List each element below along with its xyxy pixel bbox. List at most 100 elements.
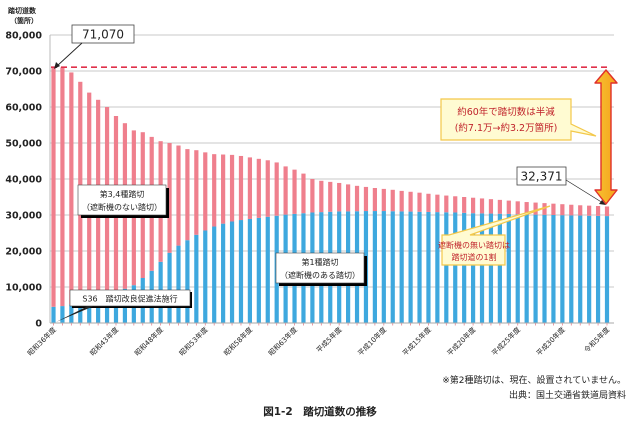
series-label-type34: 第3,4種踏切 （遮断機のない踏切） — [77, 184, 169, 218]
bar-type34 — [399, 190, 404, 212]
bar-type34 — [587, 205, 592, 216]
bar-type34 — [354, 185, 360, 212]
bar-type34 — [203, 152, 208, 231]
bar-type1 — [470, 213, 476, 323]
bar-type1 — [256, 217, 261, 323]
bar-type1 — [515, 214, 520, 323]
bar-type1 — [96, 296, 101, 323]
bar-type1 — [506, 213, 511, 323]
y-tick-label: 0 — [35, 319, 42, 330]
bar-type1 — [453, 212, 458, 323]
start-value-box — [71, 24, 135, 44]
footnote: ※第2種踏切は、現在、設置されていません。 — [442, 376, 626, 386]
start-value-pointer — [56, 42, 83, 67]
bar-type1 — [408, 211, 413, 323]
bar-type1 — [587, 215, 592, 323]
callout-unguarded: 遮断機の無い踏切は 踏切道の1割 — [438, 205, 551, 266]
end-value-callout: 32,371 — [516, 166, 606, 205]
bar-type1 — [426, 211, 431, 323]
bar-type34 — [274, 162, 279, 216]
bar-type1 — [417, 211, 422, 323]
bar-type1 — [87, 299, 92, 323]
bar-type1 — [372, 211, 377, 323]
x-tick-label: 昭和36年度 — [25, 325, 57, 357]
law-note-pointer — [56, 306, 94, 322]
series-label-type34-box — [77, 184, 167, 216]
x-tick-label: 昭和53年度 — [177, 325, 209, 357]
x-tick-label: 昭和48年度 — [133, 325, 165, 357]
y-tick-label: 80,000 — [5, 31, 42, 42]
bar-type1 — [462, 212, 467, 323]
x-tick-label: 平成30年度 — [534, 325, 566, 357]
bar-type1 — [488, 213, 494, 323]
end-value-box — [516, 166, 567, 186]
start-value-callout: 71,070 — [54, 24, 135, 69]
series-label-type1-line1: 第1種踏切 — [301, 257, 338, 267]
series-label-type1: 第1種踏切 （遮断機のある踏切） — [275, 252, 367, 286]
bar-type34 — [462, 197, 467, 213]
x-tick-label: 平成5年度 — [314, 325, 343, 354]
bar-type1 — [390, 211, 395, 323]
bar-type1 — [551, 215, 556, 323]
x-tick-label: 平成10年度 — [356, 325, 388, 357]
callout-halved: 約60年で踏切数は半減 (約7.1万→約3.2万箇所) — [440, 98, 597, 141]
bar-type34 — [488, 199, 494, 214]
bar-type1 — [212, 226, 217, 323]
bar-type34 — [238, 155, 244, 221]
bar-type1 — [381, 211, 386, 323]
callout-unguarded-line1: 遮断機の無い踏切は — [438, 240, 510, 250]
bar-type1 — [524, 214, 529, 323]
callout-halved-line1: 約60年で踏切数は半減 — [457, 106, 555, 118]
bar-type34 — [444, 195, 449, 213]
end-value-arrowhead — [599, 200, 606, 205]
double-arrow-icon — [594, 69, 618, 205]
bar-type1 — [399, 211, 404, 323]
bar-type1 — [479, 213, 485, 323]
bar-type34 — [256, 158, 261, 218]
bar-type34 — [328, 181, 333, 212]
bar-type34 — [212, 154, 217, 227]
law-note-text: S36 踏切改良促進法施行 — [82, 294, 177, 304]
y-tick-label: 20,000 — [5, 247, 42, 258]
bar-type34 — [497, 199, 502, 214]
bar-type34 — [604, 206, 610, 217]
bar-type1 — [185, 240, 190, 323]
y-tick-label: 50,000 — [5, 139, 42, 150]
bar-type1 — [497, 213, 502, 323]
bar-type34 — [372, 188, 377, 212]
bar-type1 — [247, 218, 253, 323]
y-tick-label: 60,000 — [5, 103, 42, 114]
bar-type1 — [435, 212, 440, 323]
bar-type34 — [194, 150, 199, 235]
start-value-arrowhead — [54, 62, 60, 69]
bar-type1 — [69, 304, 74, 323]
bar-type34 — [69, 72, 74, 305]
bar-type1 — [578, 215, 583, 323]
bar-type34 — [533, 202, 538, 215]
bar-type1 — [203, 230, 208, 323]
bar-type34 — [479, 198, 485, 214]
x-tick-label: 平成20年度 — [445, 325, 477, 357]
x-axis-ticks: 昭和36年度 昭和43年度 昭和48年度 昭和53年度 昭和58年度 昭和63年度 平成5年… — [25, 325, 611, 357]
bar-type34 — [390, 189, 395, 212]
y-tick-label: 30,000 — [5, 211, 42, 222]
bar-type34 — [167, 143, 172, 253]
bar-type1 — [444, 212, 449, 323]
end-value-label: 32,371 — [521, 170, 563, 184]
bar-type34 — [542, 203, 547, 215]
series-label-type34-line2: （遮断機のない踏切） — [82, 202, 162, 212]
x-tick-label: 昭和63年度 — [266, 325, 298, 357]
bar-type1 — [569, 215, 574, 323]
bar-type34 — [51, 67, 56, 307]
x-tick-label: 昭和43年度 — [88, 325, 120, 357]
bar-type34 — [60, 67, 65, 307]
figure-caption: 図1-2 踏切道数の推移 — [263, 406, 377, 418]
bar-type1 — [560, 215, 565, 323]
y-axis-ticks: 0 10,000 20,000 30,000 40,000 50,000 60,000 70,… — [5, 31, 42, 330]
bar-type34 — [310, 179, 315, 213]
bar-type34 — [515, 201, 520, 215]
bar-type34 — [363, 186, 369, 212]
y-axis-title: 踏切道数 （箇所） — [8, 6, 38, 25]
bar-type34 — [283, 166, 288, 215]
